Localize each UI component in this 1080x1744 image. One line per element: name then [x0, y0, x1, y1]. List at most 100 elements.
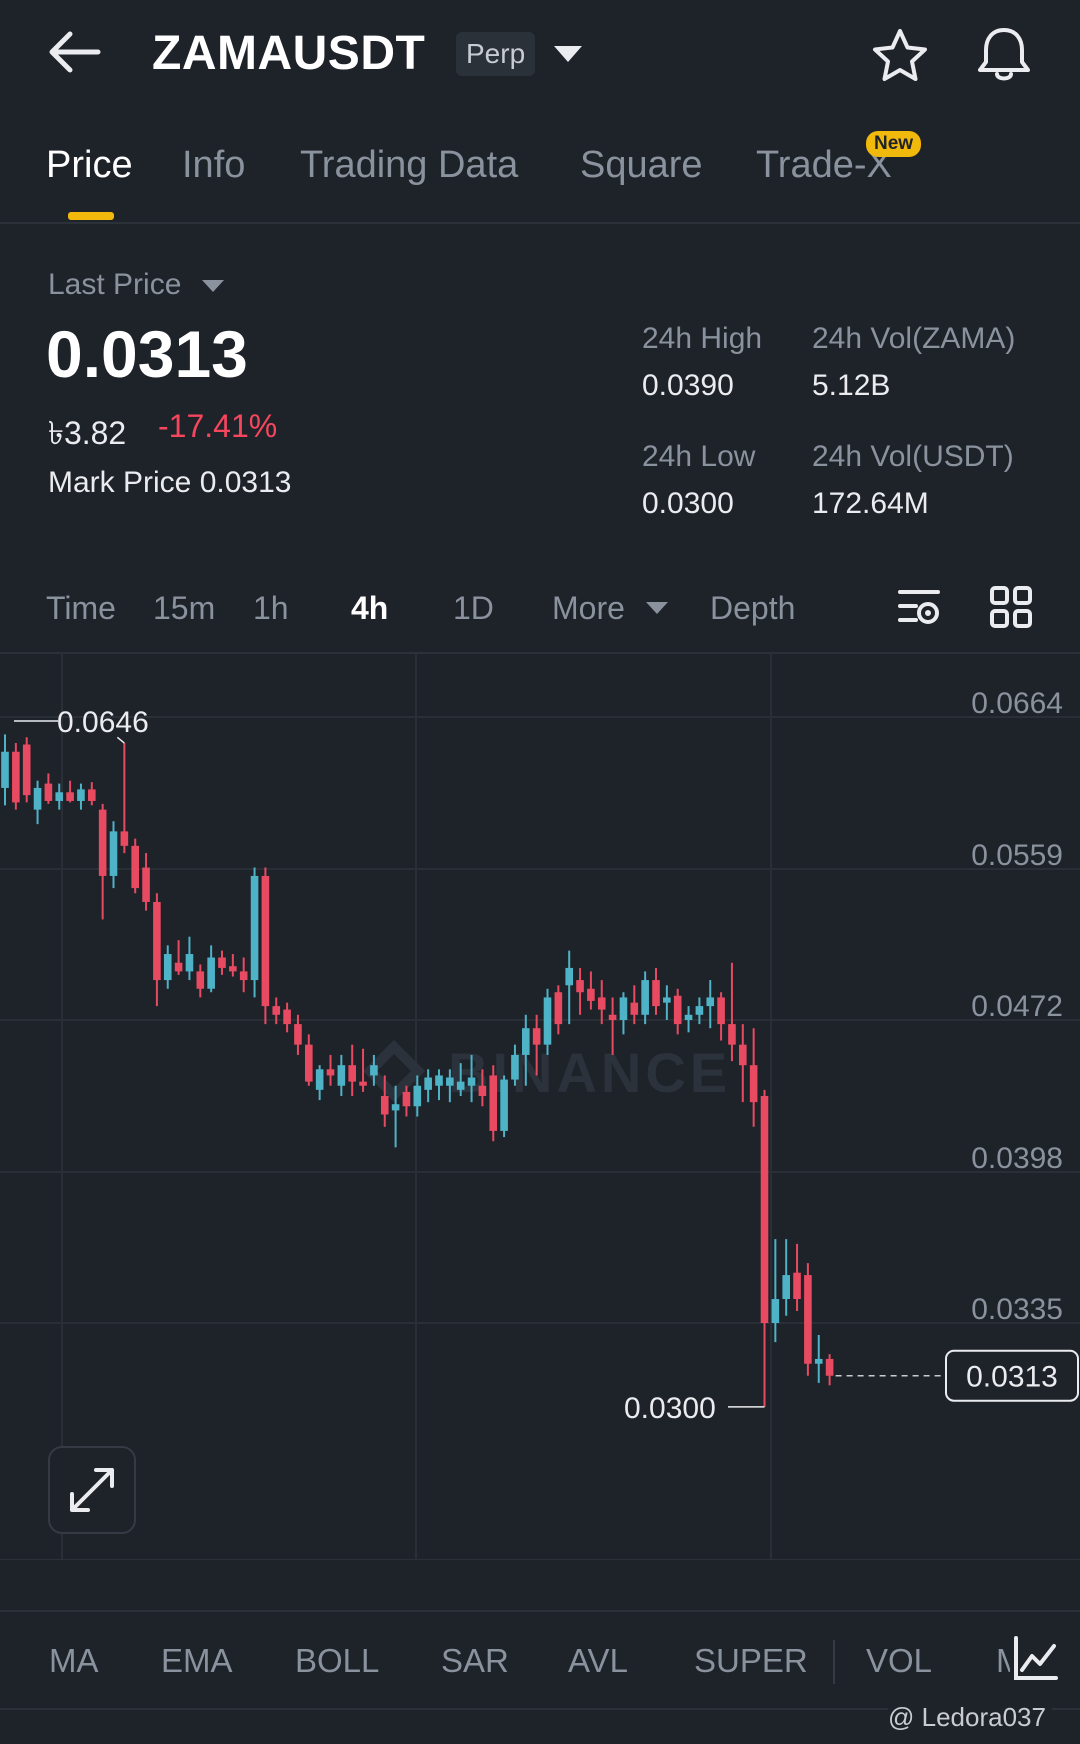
candle-body	[98, 809, 107, 876]
candle-body	[131, 845, 139, 889]
timeframe-time[interactable]: Time	[46, 590, 116, 626]
binance-logo-watermark	[362, 1039, 426, 1103]
candle-body	[522, 1028, 530, 1055]
timeframe-1h[interactable]: 1h	[253, 590, 289, 626]
divider	[0, 222, 1080, 224]
timeframe-4h[interactable]: 4h	[351, 590, 389, 626]
mark-price-value: 0.0313	[199, 466, 292, 499]
candle-body	[652, 980, 660, 1007]
tab-square[interactable]: Square	[580, 144, 703, 186]
last-price-selector[interactable]: Last Price	[48, 268, 182, 301]
candle-body	[413, 1085, 422, 1107]
candle-body	[163, 954, 172, 981]
tab-trading-data[interactable]: Trading Data	[300, 144, 519, 186]
candle-body	[185, 954, 194, 972]
candle-body	[337, 1065, 346, 1086]
new-badge: New	[866, 131, 922, 157]
candle-body	[435, 1075, 443, 1086]
price-tick-label: 0.0472	[971, 990, 1063, 1023]
candle-body	[109, 831, 118, 876]
caret-down-icon[interactable]	[202, 280, 224, 292]
candle-body	[467, 1077, 476, 1086]
candle-body	[456, 1081, 465, 1090]
tab-info[interactable]: Info	[182, 144, 246, 186]
candle-body	[174, 962, 183, 972]
candle-body	[77, 789, 85, 801]
candle-body	[239, 971, 248, 981]
layout-grid-icon[interactable]	[988, 584, 1034, 630]
candle-body	[684, 1014, 693, 1020]
candle-body	[695, 1006, 704, 1015]
high-marker-label: 0.0646	[57, 706, 149, 739]
tab-price[interactable]: Price	[46, 144, 133, 186]
alert-button[interactable]	[970, 22, 1038, 88]
price-tick-label: 0.0335	[971, 1293, 1063, 1326]
candle-body	[44, 783, 53, 801]
candle-body	[142, 867, 150, 902]
line-chart-icon	[1014, 1636, 1058, 1680]
candle-body	[565, 967, 573, 986]
candle-body	[196, 971, 205, 989]
depth-tab[interactable]: Depth	[710, 590, 796, 626]
candle-body	[359, 1081, 367, 1086]
candle-body	[261, 875, 270, 1007]
candle-body	[532, 1028, 541, 1045]
price-tick-label: 0.0398	[971, 1142, 1063, 1175]
candle-body	[749, 1065, 758, 1103]
candle-body	[250, 875, 259, 981]
timeframe-1d[interactable]: 1D	[453, 590, 494, 626]
stat-vol-quote-label: 24h Vol(USDT)	[812, 440, 1014, 473]
indicator-avl[interactable]: AVL	[568, 1642, 628, 1679]
candle-body	[283, 1009, 291, 1025]
divider	[0, 1708, 1080, 1710]
back-button[interactable]	[40, 22, 110, 82]
indicator-super[interactable]: SUPER	[694, 1642, 808, 1679]
candle-body	[12, 751, 20, 803]
candle-body	[543, 997, 552, 1045]
candle-body	[706, 997, 715, 1007]
candle-body	[294, 1024, 302, 1045]
mark-price: Mark Price 0.0313	[48, 466, 291, 500]
timeframe-more[interactable]: More	[552, 590, 625, 626]
candle-body	[229, 966, 237, 972]
favorite-button[interactable]	[868, 24, 932, 88]
indicator-ema[interactable]: EMA	[161, 1642, 233, 1679]
candle-body	[771, 1299, 780, 1323]
divider	[833, 1640, 835, 1684]
candles-group	[1, 734, 834, 1407]
back-arrow-icon	[49, 31, 101, 73]
chart-settings-icon[interactable]	[894, 584, 944, 630]
indicator-boll[interactable]: BOLL	[295, 1642, 380, 1679]
candle-body	[739, 1044, 747, 1066]
candle-body	[587, 988, 595, 1001]
timeframe-15m[interactable]: 15m	[153, 590, 216, 626]
candle-body	[500, 1079, 508, 1131]
perp-badge: Perp	[456, 32, 536, 76]
price-axis: 0.0664 0.0559 0.0472 0.0398 0.0335	[971, 687, 1063, 1326]
symbol-title[interactable]: ZAMAUSDT	[152, 27, 426, 80]
indicator-sar[interactable]: SAR	[441, 1642, 509, 1679]
candle-body	[55, 792, 64, 801]
candle-body	[576, 980, 584, 993]
candle-body	[619, 997, 628, 1020]
divider	[0, 1610, 1080, 1612]
indicator-vol[interactable]: VOL	[866, 1642, 933, 1679]
candle-body	[207, 957, 215, 989]
candle-body	[315, 1069, 324, 1090]
fullscreen-button[interactable]	[48, 1446, 136, 1534]
candle-body	[66, 792, 74, 801]
candle-body	[760, 1096, 769, 1323]
caret-down-icon[interactable]	[646, 602, 668, 614]
candle-body	[641, 980, 649, 1015]
candle-body	[424, 1077, 432, 1090]
price-change-percent: -17.41%	[158, 408, 278, 444]
candle-body	[489, 1075, 498, 1131]
indicator-ma[interactable]: MA	[49, 1642, 99, 1679]
symbol-dropdown-button[interactable]	[548, 40, 588, 70]
candle-body	[673, 995, 682, 1025]
current-price-label: 0.0313	[966, 1361, 1058, 1394]
current-price-box	[945, 1349, 1079, 1402]
indicator-settings-button[interactable]	[1010, 1634, 1060, 1684]
stat-low-value: 0.0300	[642, 487, 734, 520]
